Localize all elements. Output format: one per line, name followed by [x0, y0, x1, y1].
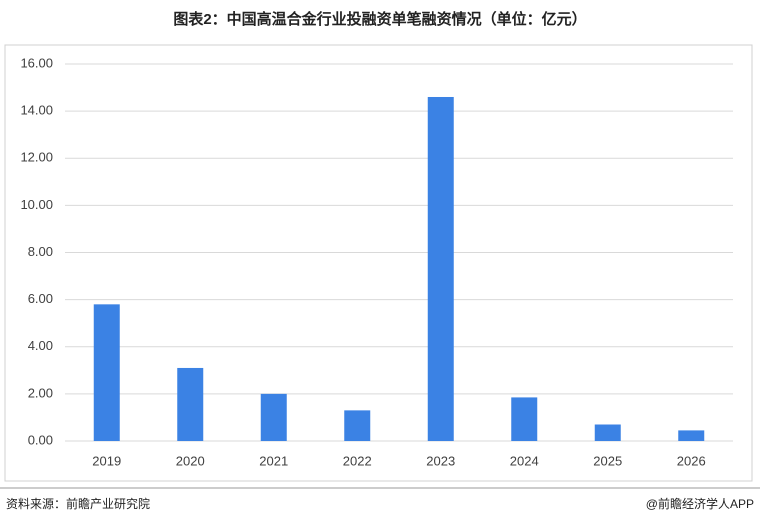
x-tick-label: 2019 — [92, 453, 121, 468]
bar — [177, 367, 204, 441]
bar — [594, 424, 621, 441]
x-tick-label: 2022 — [343, 453, 372, 468]
bar — [511, 397, 538, 441]
x-tick-label: 2024 — [510, 453, 539, 468]
x-tick-label: 2025 — [593, 453, 622, 468]
y-tick-label: 10.00 — [20, 197, 53, 212]
y-tick-label: 14.00 — [20, 103, 53, 118]
bar — [678, 430, 705, 441]
bar — [260, 393, 287, 441]
x-tick-label: 2020 — [176, 453, 205, 468]
source-note: 资料来源：前瞻产业研究院 — [6, 496, 150, 511]
bar — [93, 304, 120, 441]
chart-frame — [4, 44, 753, 482]
y-tick-label: 4.00 — [28, 338, 53, 353]
y-tick-label: 6.00 — [28, 291, 53, 306]
credit: @前瞻经济学人APP — [646, 496, 754, 511]
y-tick-label: 2.00 — [28, 385, 53, 400]
x-tick-label: 2026 — [677, 453, 706, 468]
bar — [344, 410, 371, 441]
bar — [427, 96, 454, 442]
y-tick-label: 8.00 — [28, 244, 53, 259]
y-tick-label: 0.00 — [28, 432, 53, 447]
chart-title: 图表2：中国高温合金行业投融资单笔融资情况（单位：亿元） — [173, 10, 586, 28]
x-tick-label: 2023 — [426, 453, 455, 468]
y-tick-label: 12.00 — [20, 150, 53, 165]
x-tick-label: 2021 — [259, 453, 288, 468]
y-tick-label: 16.00 — [20, 55, 53, 70]
